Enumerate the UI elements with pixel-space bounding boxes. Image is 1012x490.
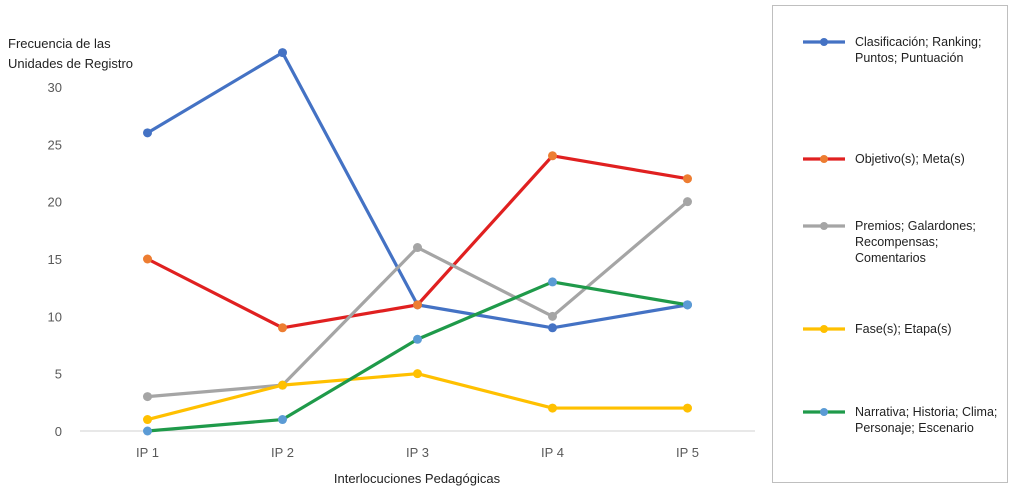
data-point xyxy=(143,254,152,264)
data-point xyxy=(278,415,287,425)
x-axis-label: Interlocuciones Pedagógicas xyxy=(334,471,501,486)
y-tick-label: 15 xyxy=(48,252,62,267)
x-tick-label: IP 3 xyxy=(406,445,429,460)
y-tick-label: 25 xyxy=(48,137,62,152)
data-point xyxy=(143,415,152,425)
legend-swatch xyxy=(803,325,845,333)
data-point xyxy=(548,277,557,287)
legend-swatch xyxy=(803,155,845,163)
data-point xyxy=(143,392,152,402)
data-point xyxy=(413,334,422,344)
x-axis-ticks: IP 1 IP 2 IP 3 IP 4 IP 5 xyxy=(136,445,699,460)
x-tick-label: IP 4 xyxy=(541,445,564,460)
x-tick-label: IP 5 xyxy=(676,445,699,460)
legend-swatch xyxy=(803,222,845,230)
data-point xyxy=(143,426,152,436)
y-tick-label: 10 xyxy=(48,309,62,324)
data-point xyxy=(683,403,692,413)
y-tick-label: 20 xyxy=(48,195,62,210)
data-point xyxy=(683,300,692,310)
data-point xyxy=(413,243,422,253)
data-point xyxy=(278,323,287,333)
y-axis-ticks: 0 5 10 15 20 25 30 xyxy=(48,80,62,439)
legend-label: Premios; Galardones; Recompensas; Coment… xyxy=(855,219,976,265)
y-tick-label: 30 xyxy=(48,80,62,95)
legend-swatch xyxy=(803,408,845,416)
x-tick-label: IP 2 xyxy=(271,445,294,460)
legend-label: Objetivo(s); Meta(s) xyxy=(855,152,965,166)
x-tick-label: IP 1 xyxy=(136,445,159,460)
data-point xyxy=(548,403,557,413)
data-point xyxy=(278,48,287,58)
y-tick-label: 0 xyxy=(55,424,62,439)
data-point xyxy=(143,128,152,138)
data-point xyxy=(548,151,557,161)
legend-label: Fase(s); Etapa(s) xyxy=(855,322,952,336)
data-point xyxy=(548,311,557,321)
series-line-4 xyxy=(147,372,688,422)
y-axis-label-line-2: Unidades de Registro xyxy=(8,56,133,71)
data-point xyxy=(413,369,422,379)
series-markers xyxy=(143,48,692,436)
y-axis-label-line-1: Frecuencia de las xyxy=(8,36,111,51)
data-point xyxy=(548,323,557,333)
data-point xyxy=(413,300,422,310)
chart-legend: Clasificación; Ranking; Puntos; Puntuaci… xyxy=(772,5,1008,483)
line-chart: Frecuencia de las Unidades de Registro 0… xyxy=(8,36,755,486)
data-point xyxy=(278,380,287,390)
legend-label: Clasificación; Ranking; Puntos; Puntuaci… xyxy=(855,35,982,65)
legend-swatch xyxy=(803,38,845,46)
y-tick-label: 5 xyxy=(55,367,62,382)
data-point xyxy=(683,197,692,207)
series-line-1 xyxy=(146,50,688,330)
data-point xyxy=(683,174,692,184)
legend-label: Narrativa; Historia; Clima; Personaje; E… xyxy=(855,405,998,435)
